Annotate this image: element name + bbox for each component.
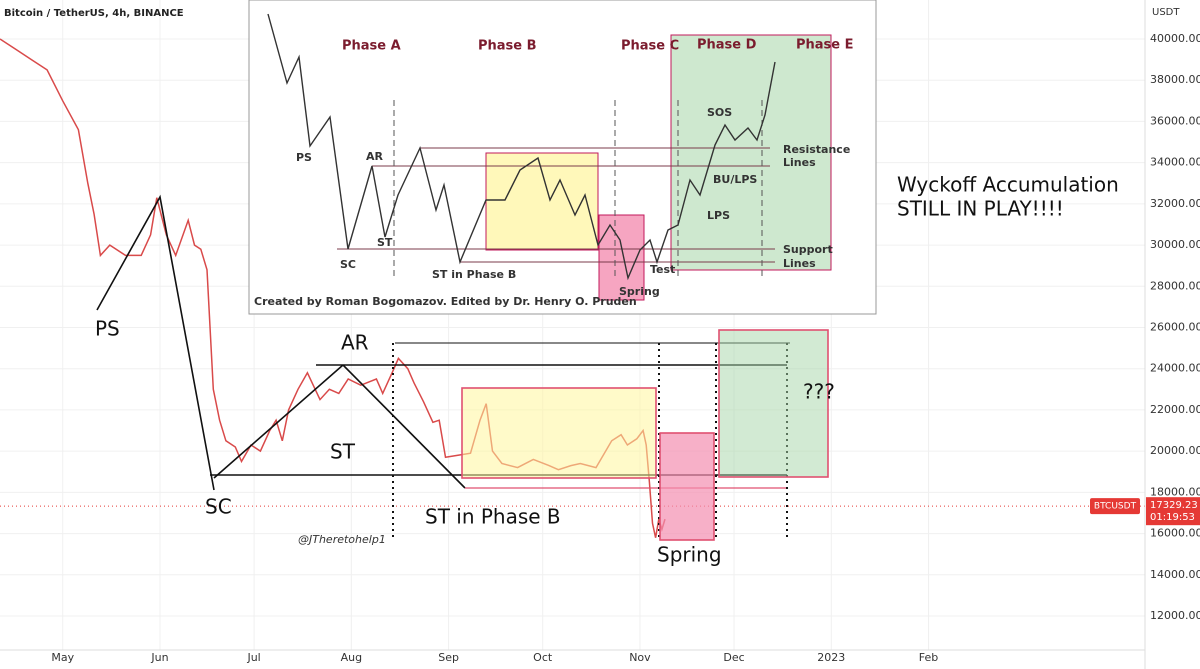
inset-label: SOS <box>707 106 732 119</box>
y-tick-label: 40000.00 <box>1150 32 1200 45</box>
axis-unit: USDT <box>1152 7 1180 18</box>
author: @JTheretohelp1 <box>298 533 386 546</box>
y-tick-label: 24000.00 <box>1150 362 1200 375</box>
phase-label: Phase E <box>796 38 854 53</box>
price-tag <box>1146 497 1200 526</box>
inset: Phase A Phase B Phase C Phase D Phase E … <box>248 0 877 315</box>
inset-label: Support <box>783 243 833 256</box>
y-tick-label: 30000.00 <box>1150 238 1200 251</box>
inset-label: SC <box>340 258 356 271</box>
y-tick-label: 20000.00 <box>1150 444 1200 457</box>
x-tick-label: Jul <box>246 651 260 664</box>
inset-credit: Created by Roman Bogomazov. Edited by Dr… <box>254 295 637 308</box>
phase-label: Phase A <box>342 39 401 54</box>
annotation: ST in Phase B <box>425 505 561 529</box>
y-tick-label: 38000.00 <box>1150 73 1200 86</box>
drawings <box>96 194 829 541</box>
annotation: ??? <box>803 380 835 404</box>
inset-label: Spring <box>619 285 660 298</box>
y-tick-label: 18000.00 <box>1150 485 1200 498</box>
countdown-label: 01:19:53 <box>1150 512 1195 523</box>
price-label: 17329.23 <box>1150 500 1198 511</box>
inset-label: BU/LPS <box>713 173 757 186</box>
inset-label: LPS <box>707 209 730 222</box>
annotation: AR <box>341 331 369 355</box>
y-tick-label: 14000.00 <box>1150 568 1200 581</box>
inset-label: Lines <box>783 257 816 270</box>
annotation: ST <box>330 440 356 464</box>
phase-c-box <box>659 432 715 541</box>
inset-box <box>670 34 832 271</box>
note: STILL IN PLAY!!!! <box>897 197 1064 221</box>
phase-b-box <box>461 387 657 479</box>
note: Wyckoff Accumulation <box>897 173 1119 197</box>
annotation: SC <box>205 495 232 519</box>
inset-label: ST <box>377 236 393 249</box>
y-tick-label: 26000.00 <box>1150 320 1200 333</box>
phase-label: Phase D <box>697 38 757 53</box>
symbol-label: BTCUSDT <box>1094 502 1137 512</box>
x-tick-label: Dec <box>723 651 744 664</box>
y-tick-label: 34000.00 <box>1150 156 1200 169</box>
x-tick-label: Oct <box>533 651 553 664</box>
y-tick-label: 28000.00 <box>1150 279 1200 292</box>
annotation: Spring <box>657 543 722 567</box>
phase-d-box <box>718 329 829 478</box>
ar-st-line <box>342 364 466 489</box>
y-tick-label: 16000.00 <box>1150 527 1200 540</box>
inset-schematic <box>267 13 776 281</box>
phase-label: Phase B <box>478 39 537 54</box>
chart-title: Bitcoin / TetherUS, 4h, BINANCE <box>4 8 184 19</box>
x-tick-label: Sep <box>438 651 459 664</box>
inset-label: Test <box>650 263 675 276</box>
inset-label: Resistance <box>783 143 850 156</box>
inset-label: Lines <box>783 156 816 169</box>
x-tick-label: Nov <box>629 651 651 664</box>
inset-label: AR <box>366 150 384 163</box>
x-tick-label: May <box>51 651 74 664</box>
x-tick-label: 2023 <box>817 651 845 664</box>
y-tick-label: 32000.00 <box>1150 197 1200 210</box>
x-tick-label: Feb <box>919 651 938 664</box>
symbol-tag <box>1090 498 1140 515</box>
phase-label: Phase C <box>621 39 679 54</box>
inset-box <box>485 152 599 251</box>
x-tick-label: Jun <box>150 651 168 664</box>
y-tick-label: 36000.00 <box>1150 114 1200 127</box>
annotation: PS <box>95 317 120 341</box>
ps-line <box>96 194 215 491</box>
x-tick-label: Aug <box>341 651 362 664</box>
sc-ar-line <box>213 364 344 479</box>
y-tick-label: 22000.00 <box>1150 403 1200 416</box>
inset-label: PS <box>296 151 312 164</box>
y-tick-label: 12000.00 <box>1150 609 1200 622</box>
inset-label: ST in Phase B <box>432 268 516 281</box>
